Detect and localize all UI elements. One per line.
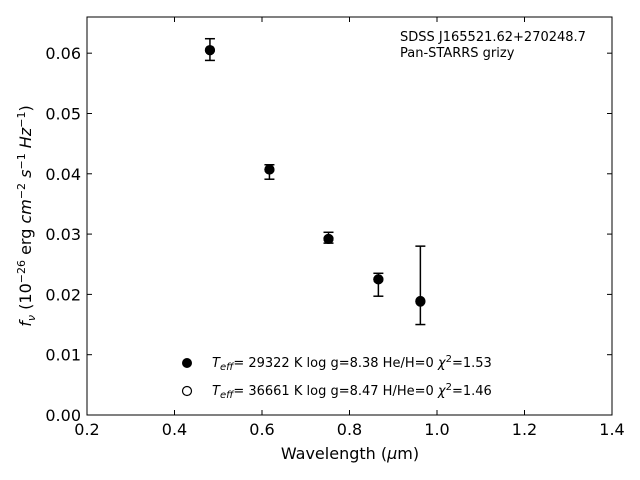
x-tick-label: 1.0 — [424, 420, 449, 439]
model-point-open — [323, 233, 334, 245]
y-axis-label: fν (10−26 erg cm−2 s−1 Hz−1) — [15, 105, 38, 326]
legend-entry-2: Teff= 36661 K log g=8.47 H/He=0 χ2=1.46 — [212, 382, 492, 401]
x-tick-label: 0.6 — [249, 420, 274, 439]
legend-marker-filled — [182, 358, 192, 368]
legend-marker-open — [181, 385, 193, 397]
x-axis-label: Wavelength (μm) — [281, 444, 419, 463]
y-tick-label: 0.00 — [45, 406, 81, 425]
x-tick-label: 0.2 — [74, 420, 99, 439]
x-tick-label: 1.4 — [599, 420, 624, 439]
x-tick-label: 1.2 — [512, 420, 537, 439]
legend-entry-1: Teff= 29322 K log g=8.38 He/H=0 χ2=1.53 — [212, 354, 492, 373]
error-bars — [204, 37, 426, 326]
model-point-open — [415, 295, 426, 307]
object-name: SDSS J165521.62+270248.7 — [400, 30, 586, 45]
y-tick-label: 0.03 — [45, 225, 81, 244]
x-tick-label: 0.8 — [337, 420, 362, 439]
model-point-open — [264, 164, 275, 175]
data-points — [204, 45, 426, 307]
model-point-open — [204, 45, 216, 56]
y-tick-label: 0.04 — [45, 165, 81, 184]
y-tick-label: 0.02 — [45, 285, 81, 304]
survey-name: Pan-STARRS grizy — [400, 46, 515, 61]
y-tick-label: 0.06 — [45, 44, 81, 63]
x-axis-ticks: 0.2 0.4 0.6 0.8 1.0 1.2 1.4 — [74, 17, 625, 439]
y-tick-label: 0.05 — [45, 104, 81, 123]
y-axis-ticks: 0.00 0.01 0.02 0.03 0.04 0.05 0.06 — [45, 44, 612, 425]
model-point-open — [373, 274, 384, 285]
y-tick-label: 0.01 — [45, 346, 81, 365]
legend: Teff= 29322 K log g=8.38 He/H=0 χ2=1.53 … — [181, 354, 492, 401]
x-tick-label: 0.4 — [162, 420, 187, 439]
